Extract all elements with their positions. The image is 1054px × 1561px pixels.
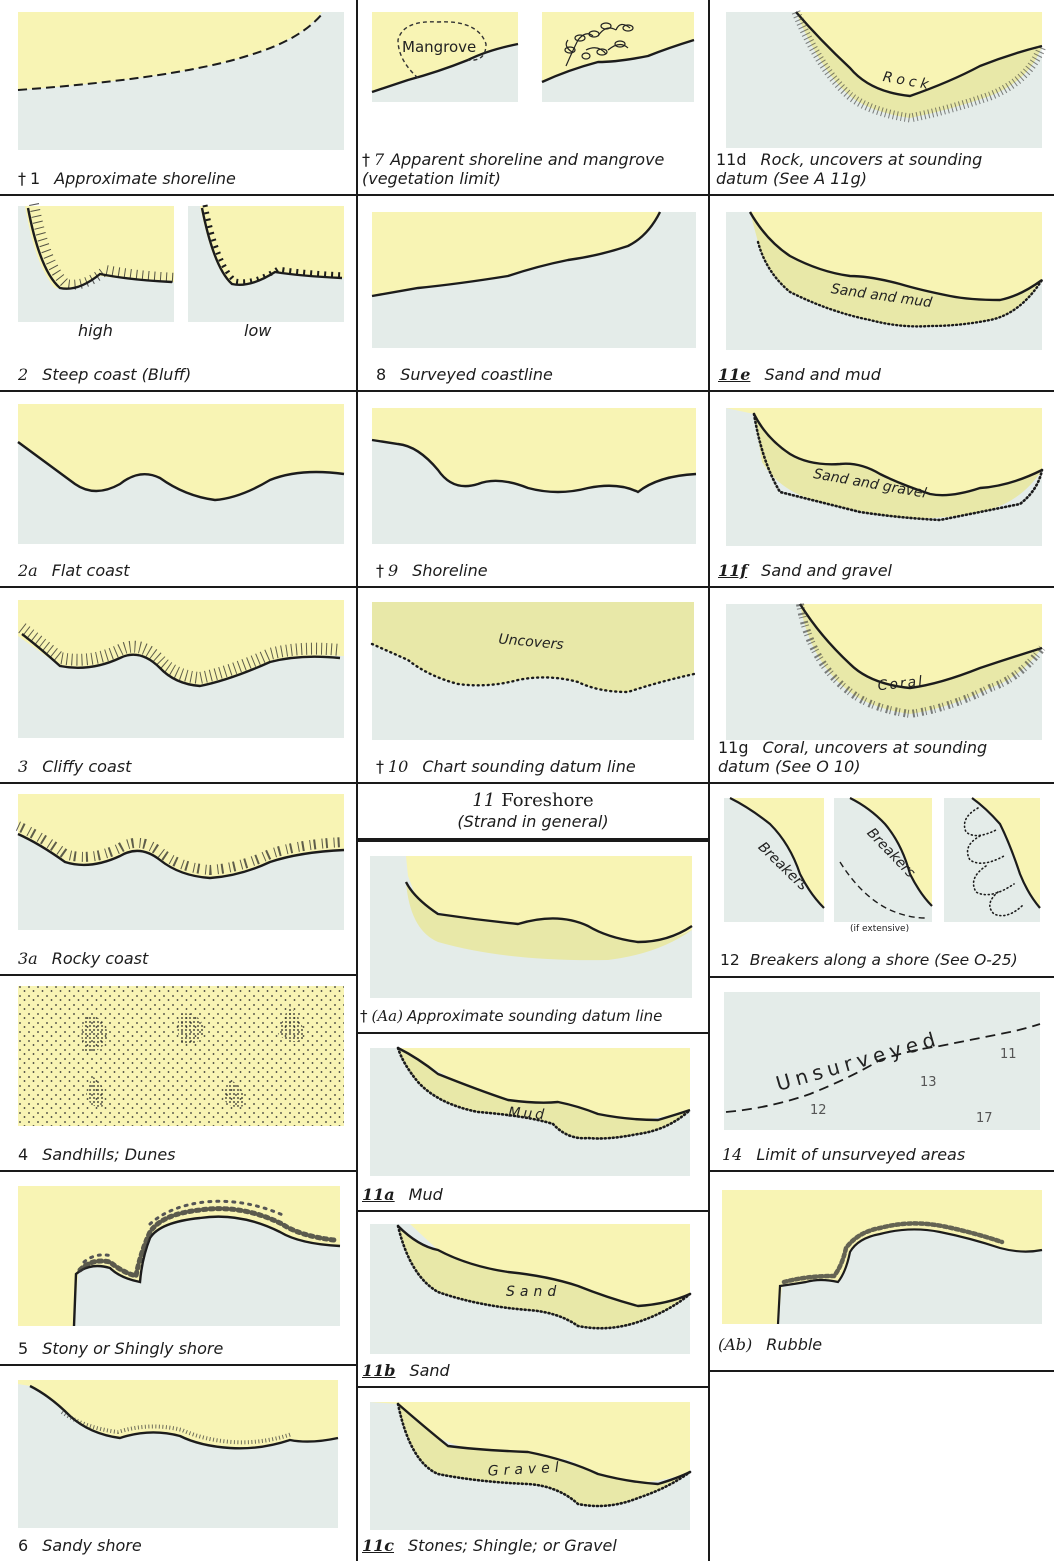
caption: (Ab) Rubble xyxy=(718,1335,823,1354)
surveyed-coastline-figure xyxy=(371,211,696,348)
column-1: † 1 Approximate shoreline high low 2 Steep … xyxy=(0,0,358,1561)
sounding-13: 13 xyxy=(920,1075,937,1090)
symbol-cliffy-coast: 3 Cliffy coast xyxy=(0,588,356,784)
caption: † 7 Apparent shoreline and mangrove (veget… xyxy=(362,150,665,188)
caption: 2 Steep coast (Bluff) xyxy=(18,365,192,384)
foreshore-header: 11 Foreshore (Strand in general) xyxy=(358,784,708,840)
unsurveyed-figure: Unsurveyed 11 13 12 17 xyxy=(724,992,1041,1130)
caption: 11b Sand xyxy=(362,1361,450,1380)
foreshore-title: 11 Foreshore xyxy=(472,790,594,811)
rubble-figure xyxy=(722,1190,1043,1325)
sandhills-figure xyxy=(18,986,344,1126)
steep-coast-figure xyxy=(18,203,346,322)
sand-and-gravel-figure: Sand and gravel xyxy=(726,408,1044,546)
caption: 2a Flat coast xyxy=(18,561,130,580)
symbol-rocky-coast: 3a Rocky coast xyxy=(0,784,356,976)
caption: 11c Stones; Shingle; or Gravel xyxy=(362,1536,617,1555)
symbol-steep-coast: high low 2 Steep coast (Bluff) xyxy=(0,196,356,392)
column-2: Mangrove † 7 Apparent shoreline and mangro… xyxy=(358,0,710,1561)
caption: † 10 Chart sounding datum line xyxy=(376,757,636,776)
caption: † 9 Shoreline xyxy=(376,561,488,580)
coral-label: Coral xyxy=(877,673,925,694)
symbol-limit-unsurveyed: Unsurveyed 11 13 12 17 14 Limit of unsurv… xyxy=(710,978,1054,1172)
breakers-figure: Breakers Breakers xyxy=(724,797,1041,922)
gravel-figure: Gravel xyxy=(370,1402,692,1530)
caption: 6 Sandy shore xyxy=(18,1536,142,1555)
caption: † (Aa) Approximate sounding datum line xyxy=(360,1007,663,1025)
mud-figure: Mud xyxy=(370,1046,692,1176)
symbol-shoreline: † 9 Shoreline xyxy=(358,392,708,588)
caption: 11e Sand and mud xyxy=(718,365,881,384)
shoreline-figure xyxy=(371,408,697,544)
uncovers-label: Uncovers xyxy=(498,631,564,653)
flat-coast-figure xyxy=(17,404,345,544)
symbol-sandy-shore: 6 Sandy shore xyxy=(0,1366,356,1561)
caption: 3 Cliffy coast xyxy=(18,757,132,776)
high-label: high xyxy=(78,321,113,340)
caption: 4 Sandhills; Dunes xyxy=(18,1145,176,1164)
foreshore-subtitle: (Strand in general) xyxy=(457,812,609,831)
symbol-rubble: (Ab) Rubble xyxy=(710,1172,1054,1372)
sounding-12: 12 xyxy=(810,1103,827,1118)
sounding-11: 11 xyxy=(1000,1047,1017,1062)
symbol-sand-and-gravel: Sand and gravel 11f Sand and gravel xyxy=(710,392,1054,588)
symbol-sand-and-mud: Sand and mud 11e Sand and mud xyxy=(710,196,1054,392)
mangrove-figure: Mangrove xyxy=(371,12,695,102)
stony-shore-figure xyxy=(18,1186,341,1327)
approx-datum-figure xyxy=(370,856,693,998)
symbol-stones-shingle-gravel: Gravel 11c Stones; Shingle; or Gravel xyxy=(358,1388,708,1561)
symbol-flat-coast: 2a Flat coast xyxy=(0,392,356,588)
coral-figure: Coral xyxy=(726,603,1046,740)
sounding-17: 17 xyxy=(976,1111,993,1126)
symbol-coral-uncovers: Coral 11g Coral, uncovers at sounding dat… xyxy=(710,588,1054,784)
symbol-breakers: Breakers Breakers (if extensive) 12 Break… xyxy=(710,784,1054,978)
sand-and-mud-figure: Sand and mud xyxy=(726,211,1044,350)
caption: 12 Breakers along a shore (See O-25) xyxy=(720,951,1018,969)
cliffy-coast-figure xyxy=(18,600,344,738)
if-extensive-note: (if extensive) xyxy=(850,924,910,934)
rock-figure: Rock xyxy=(726,10,1047,148)
symbol-stony-shore: 5 Stony or Shingly shore xyxy=(0,1172,356,1366)
symbol-mud: Mud 11a Mud xyxy=(358,1034,708,1212)
sand-figure: Sand xyxy=(370,1224,692,1354)
mangrove-label: Mangrove xyxy=(402,38,476,56)
datum-line-figure: Uncovers xyxy=(370,602,696,740)
rocky-coast-figure xyxy=(15,794,345,930)
symbol-sandhills-dunes: 4 Sandhills; Dunes xyxy=(0,976,356,1172)
caption: 11f Sand and gravel xyxy=(718,561,892,580)
symbol-chart-sounding-datum-line: Uncovers † 10 Chart sounding datum line xyxy=(358,588,708,784)
symbol-rock-uncovers: Rock 11d Rock, uncovers at sounding datum… xyxy=(710,0,1054,196)
caption: 5 Stony or Shingly shore xyxy=(18,1339,224,1358)
sandy-shore-figure xyxy=(18,1380,339,1528)
caption: 11d Rock, uncovers at sounding datum (See… xyxy=(716,150,983,188)
sand-label: Sand xyxy=(506,1284,561,1300)
caption: 3a Rocky coast xyxy=(18,949,149,968)
caption: 11a Mud xyxy=(362,1185,443,1204)
symbol-approximate-shoreline: † 1 Approximate shoreline xyxy=(0,0,356,196)
symbol-approximate-sounding-datum-line: † (Aa) Approximate sounding datum line xyxy=(358,840,708,1034)
mangrove-vegetation-icon xyxy=(564,22,634,67)
caption: † 1 Approximate shoreline xyxy=(18,169,236,188)
caption: 8 Surveyed coastline xyxy=(376,365,553,384)
gravel-label: Gravel xyxy=(487,1460,564,1480)
caption: 11g Coral, uncovers at sounding datum (Se… xyxy=(718,738,988,776)
symbol-surveyed-coastline: 8 Surveyed coastline xyxy=(358,196,708,392)
approximate-shoreline-figure xyxy=(17,12,344,150)
caption: 14 Limit of unsurveyed areas xyxy=(722,1145,966,1164)
column-3: Rock 11d Rock, uncovers at sounding datum… xyxy=(710,0,1054,1561)
symbol-sand: Sand 11b Sand xyxy=(358,1212,708,1388)
mud-label: Mud xyxy=(508,1105,548,1124)
low-label: low xyxy=(244,321,272,340)
symbol-apparent-shoreline-mangrove: Mangrove † 7 Apparent shoreline and mangro… xyxy=(358,0,708,196)
